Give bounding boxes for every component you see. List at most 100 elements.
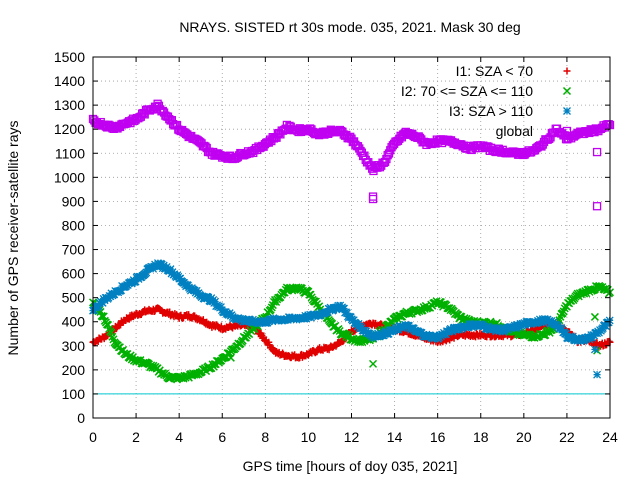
data-point <box>305 312 314 321</box>
y-tick-label: 1000 <box>54 169 85 185</box>
y-tick-label: 400 <box>62 314 86 330</box>
x-tick-label: 10 <box>301 429 317 445</box>
y-tick-label: 1200 <box>54 121 85 137</box>
x-tick-label: 6 <box>218 429 226 445</box>
marker-cross <box>267 303 276 312</box>
marker-star <box>216 303 225 312</box>
x-tick-label: 2 <box>132 429 140 445</box>
outliers <box>226 147 602 379</box>
x-tick-label: 18 <box>473 429 489 445</box>
marker-plus <box>605 337 613 345</box>
marker-star <box>142 268 151 277</box>
legend-marker <box>563 67 571 75</box>
marker-star <box>211 297 220 306</box>
x-tick-label: 24 <box>602 429 618 445</box>
marker-star <box>157 260 166 269</box>
legend-marker <box>562 126 572 136</box>
y-tick-label: 300 <box>62 338 86 354</box>
data-point <box>216 303 225 312</box>
marker-star <box>162 262 171 271</box>
data-point <box>106 292 115 301</box>
data-point-outlier <box>592 147 602 157</box>
data-point <box>491 325 500 334</box>
marker-square <box>368 194 378 204</box>
marker-star <box>302 314 311 323</box>
data-layer <box>88 99 615 384</box>
x-tick-label: 16 <box>430 429 446 445</box>
data-point <box>546 319 555 328</box>
marker-star <box>568 332 577 341</box>
marker-cross <box>266 305 275 314</box>
marker-star <box>106 292 115 301</box>
data-point <box>311 297 320 306</box>
data-point <box>162 262 171 271</box>
legend-label: I1: SZA < 70 <box>456 63 534 79</box>
marker-square <box>592 202 602 211</box>
y-tick-label: 600 <box>62 266 86 282</box>
x-tick-label: 14 <box>387 429 403 445</box>
marker-cross <box>562 86 572 96</box>
marker-star <box>546 319 555 328</box>
data-point <box>605 337 613 345</box>
data-point-outlier <box>369 359 378 368</box>
y-tick-label: 800 <box>62 217 86 233</box>
data-point <box>520 318 529 327</box>
x-tick-label: 20 <box>516 429 532 445</box>
data-point <box>332 342 340 350</box>
y-tick-label: 900 <box>62 193 86 209</box>
legend: I1: SZA < 70 I2: 70 <= SZA <= 110 I3: SZA … <box>401 63 572 139</box>
marker-plus <box>332 342 340 350</box>
x-tick-label: 12 <box>344 429 360 445</box>
marker-star <box>305 312 314 321</box>
y-axis-label: Number of GPS receiver-satellite rays <box>5 121 21 356</box>
x-tick-label: 22 <box>559 429 575 445</box>
data-point <box>211 297 220 306</box>
marker-star <box>590 345 599 354</box>
marker-star <box>184 281 192 290</box>
data-point <box>255 319 264 328</box>
data-point-outlier <box>226 353 235 362</box>
y-tick-label: 700 <box>62 242 86 258</box>
marker-star <box>159 261 168 270</box>
data-point-outlier <box>592 202 602 211</box>
chart-title: NRAYS. SISTED rt 30s mode. 035, 2021. Ma… <box>179 19 520 35</box>
data-point <box>558 325 567 334</box>
marker-cross <box>369 359 378 368</box>
data-point <box>356 322 365 331</box>
marker-star <box>448 327 457 336</box>
y-tick-label: 0 <box>77 410 85 426</box>
ticks: 0100200300400500600700800900100011001200… <box>54 49 618 445</box>
y-tick-label: 1300 <box>54 97 85 113</box>
x-tick-label: 8 <box>261 429 269 445</box>
data-point <box>323 308 332 317</box>
marker-star <box>534 317 543 326</box>
y-tick-label: 100 <box>62 386 86 402</box>
y-tick-label: 1500 <box>54 49 85 65</box>
data-point <box>534 317 543 326</box>
data-point <box>340 304 349 313</box>
data-point <box>604 318 613 327</box>
data-point <box>297 284 306 293</box>
marker-plus <box>563 67 571 75</box>
marker-cross <box>226 353 235 362</box>
marker-star <box>563 107 571 115</box>
marker-star <box>593 370 602 379</box>
marker-square <box>592 147 602 157</box>
data-point <box>511 324 520 333</box>
marker-square <box>562 126 572 136</box>
data-point <box>604 120 613 129</box>
data-point <box>176 274 185 283</box>
data-point <box>267 303 276 312</box>
data-point <box>448 327 457 336</box>
marker-star <box>604 318 613 327</box>
marker-cross <box>590 312 599 321</box>
marker-star <box>323 308 332 317</box>
marker-star <box>332 305 341 314</box>
x-tick-label: 4 <box>175 429 183 445</box>
marker-star <box>349 316 358 325</box>
marker-cross <box>311 297 320 306</box>
data-point-outlier <box>593 370 602 379</box>
marker-star <box>428 334 437 342</box>
